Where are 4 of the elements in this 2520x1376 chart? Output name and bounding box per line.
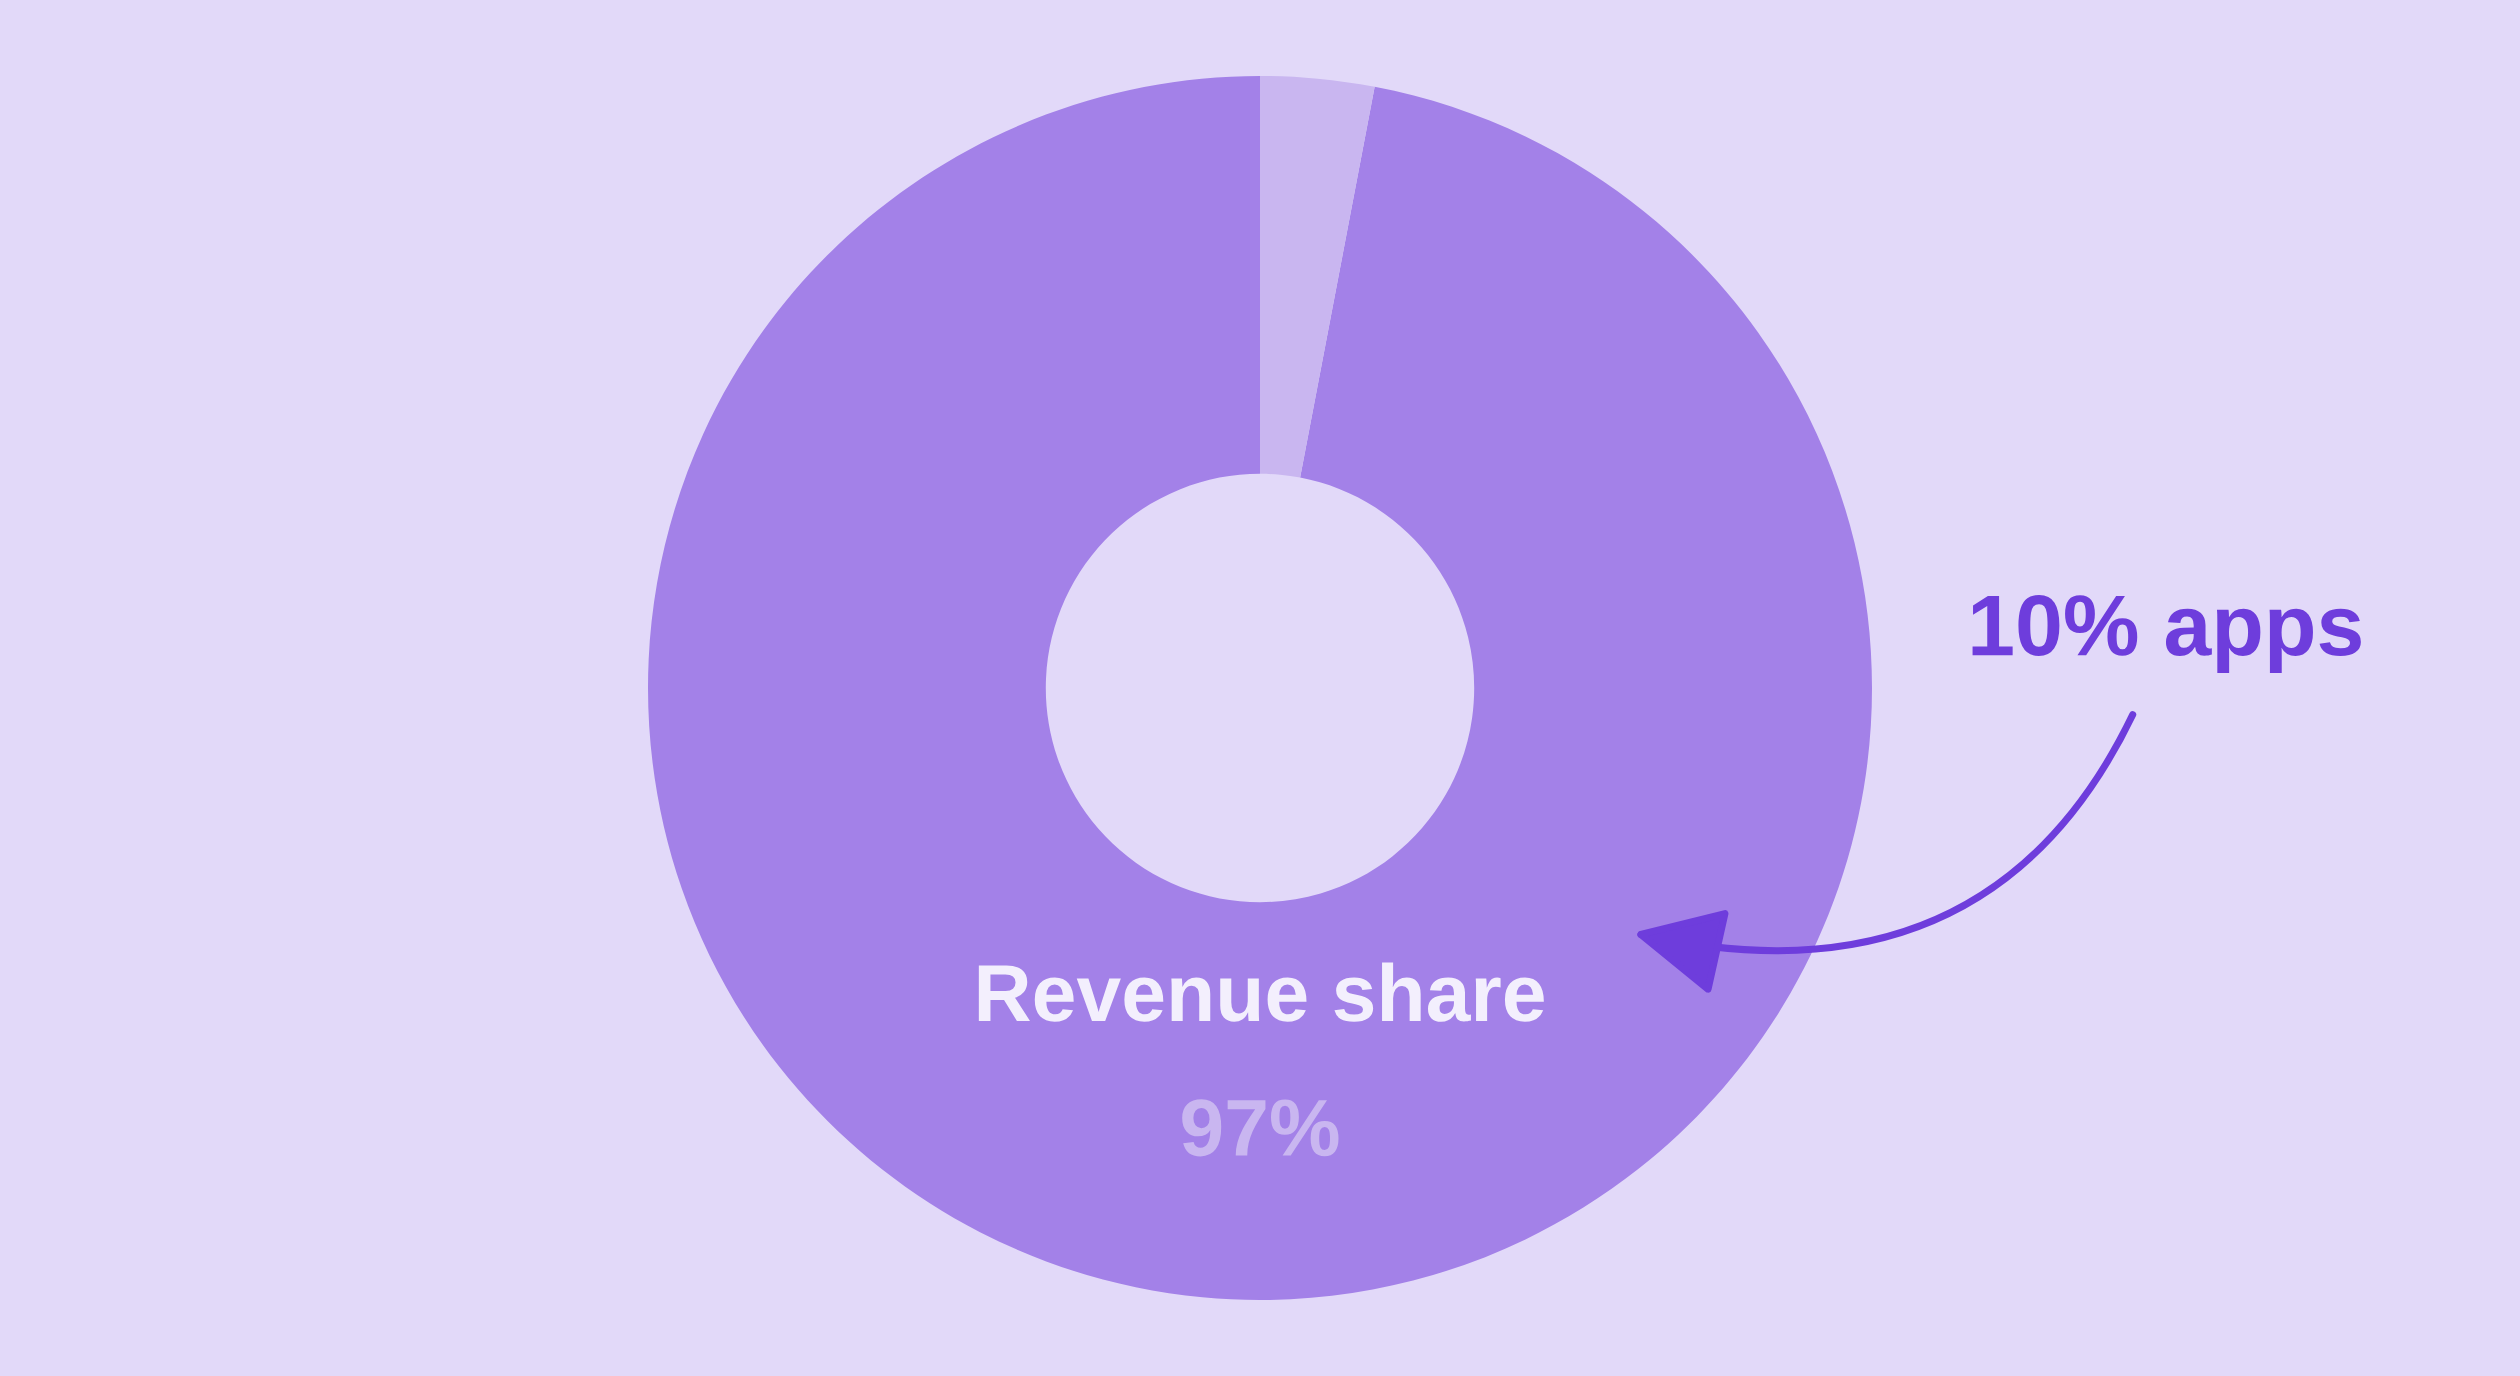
text: 10% apps bbox=[1972, 595, 2361, 674]
donut-slice bbox=[648, 76, 1872, 1300]
slice-label: Revenue share bbox=[978, 962, 1544, 1022]
donut-slice bbox=[1260, 76, 1375, 478]
